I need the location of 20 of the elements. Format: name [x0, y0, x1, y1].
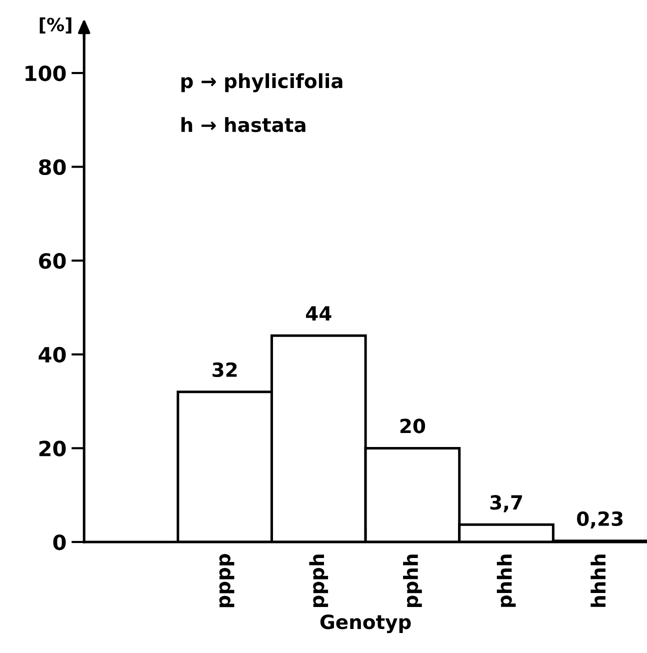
annotation: p → phylicifolia [181, 73, 342, 92]
x-tick-label: hhhh [590, 554, 606, 607]
y-axis-title: [%] [40, 17, 72, 34]
data-label: 44 [306, 306, 332, 320]
data-label: 0,23 [577, 511, 623, 529]
y-tick-label: 0 [53, 534, 66, 550]
x-tick-label: ppph [309, 554, 328, 608]
data-label: 20 [400, 418, 426, 434]
x-axis-title: Genotyp [320, 614, 411, 634]
x-tick-label: phhh [496, 554, 516, 607]
data-label: 3,7 [490, 495, 522, 512]
y-tick-label: 100 [26, 65, 66, 82]
y-tick-label: 60 [39, 253, 66, 269]
y-tick-label: 20 [39, 440, 66, 456]
y-tick-label: 80 [39, 159, 66, 176]
data-label: 32 [212, 362, 237, 378]
x-tick-label: pphh [403, 554, 422, 607]
x-tick-label: pppp [219, 554, 234, 608]
y-tick-label: 40 [38, 346, 66, 363]
annotation: h → hastata [181, 117, 306, 132]
